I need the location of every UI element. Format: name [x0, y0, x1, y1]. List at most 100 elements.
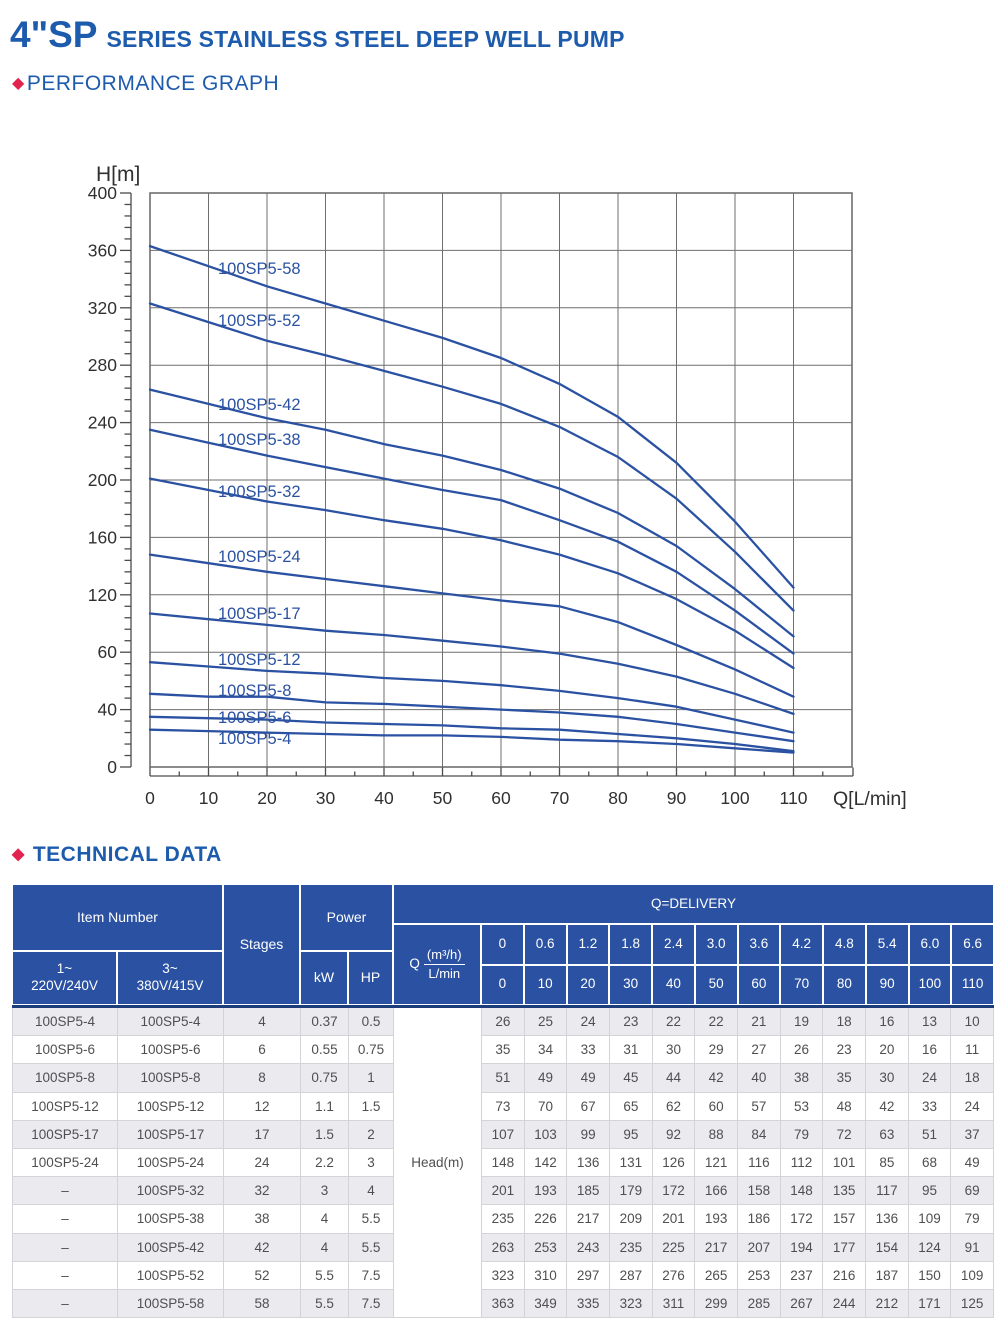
cell-head-value: 124 [908, 1233, 952, 1262]
cell-head-value: 186 [738, 1205, 781, 1234]
cell-stages: 32 [224, 1177, 301, 1206]
cell-head-value: 158 [738, 1177, 781, 1206]
pump-curve-100SP5-58 [148, 244, 795, 589]
cell-hp: 4 [349, 1177, 394, 1206]
curve-label-100SP5-32: 100SP5-32 [218, 483, 301, 501]
cell-head-value: 101 [823, 1148, 866, 1178]
curve-label-100SP5-24: 100SP5-24 [218, 548, 301, 566]
pump-curve-100SP5-4 [148, 728, 795, 754]
header-m3h-value: 1.2 [566, 924, 610, 965]
cell-head-value: 109 [951, 1261, 994, 1290]
cell-head-value: 84 [738, 1120, 781, 1149]
cell-head-value: 65 [610, 1092, 653, 1121]
header-m3h-value: 1.8 [609, 924, 652, 965]
cell-head-value: 136 [567, 1148, 610, 1178]
cell-head-value: 60 [695, 1092, 738, 1121]
header-stages: Stages [223, 884, 300, 1005]
cell-kw: 4 [301, 1205, 349, 1234]
cell-head-value: 157 [823, 1205, 866, 1234]
cell-head-value: 40 [738, 1064, 781, 1093]
cell-head-value: 63 [866, 1120, 909, 1149]
cell-head-value: 112 [780, 1148, 824, 1178]
header-m3h-value: 4.2 [780, 924, 823, 965]
cell-head-value: 11 [951, 1036, 994, 1065]
curve-label-100SP5-6: 100SP5-6 [218, 709, 291, 727]
x-tick-label: 80 [608, 788, 628, 808]
cell-head-value: 265 [695, 1261, 738, 1290]
cell-hp: 7.5 [349, 1261, 394, 1290]
cell-head-value: 22 [695, 1008, 738, 1037]
x-tick-label: 40 [374, 788, 394, 808]
cell-head-value: 148 [482, 1148, 525, 1178]
cell-head-value: 297 [567, 1261, 610, 1290]
cell-head-value: 201 [482, 1177, 525, 1206]
y-axis-title: H[m] [96, 163, 140, 186]
x-tick-label: 0 [145, 788, 155, 808]
cell-head-value: 185 [567, 1177, 610, 1206]
cell-head-value: 209 [610, 1205, 653, 1234]
technical-data-heading: ◆ TECHNICAL DATA [12, 843, 222, 867]
pump-curve-100SP5-8 [148, 692, 795, 743]
cell-item-1ph: 100SP5-12 [13, 1092, 118, 1121]
cell-head-value: 201 [652, 1205, 696, 1234]
cell-head-value: 19 [780, 1008, 824, 1037]
header-lmin-value: 100 [908, 964, 952, 1005]
curve-label-100SP5-38: 100SP5-38 [218, 431, 301, 449]
curve-label-100SP5-8: 100SP5-8 [218, 682, 291, 700]
cell-kw: 0.55 [301, 1036, 349, 1065]
cell-head-value: 18 [951, 1064, 994, 1093]
cell-head-value: 34 [524, 1036, 568, 1065]
cell-head-value: 25 [524, 1008, 568, 1037]
header-m3h-value: 5.4 [865, 924, 909, 965]
cell-head-value: 216 [823, 1261, 866, 1290]
header-lmin-value: 40 [652, 964, 695, 1005]
cell-hp: 3 [349, 1148, 394, 1178]
cell-head-value: 69 [951, 1177, 994, 1206]
pump-curve-100SP5-32 [148, 477, 795, 670]
cell-head-value: 150 [908, 1261, 952, 1290]
cell-head-value: 24 [951, 1092, 994, 1121]
header-m3h-values-row: 0 0.6 1.2 1.8 2.4 3.0 3.6 4.2 4.8 5.4 6.0 6.6 [481, 924, 994, 965]
cell-item-1ph: 100SP5-8 [13, 1064, 118, 1093]
cell-head-value: 117 [866, 1177, 909, 1206]
cell-head-value: 67 [567, 1092, 610, 1121]
cell-stages: 4 [224, 1008, 301, 1037]
cell-head-value: 179 [610, 1177, 653, 1206]
cell-kw: 3 [301, 1177, 349, 1206]
cell-head-value: 42 [866, 1092, 909, 1121]
cell-head-value: 23 [610, 1008, 653, 1037]
cell-head-value: 53 [780, 1092, 824, 1121]
header-m3h-value: 0 [481, 924, 524, 965]
performance-graph-label: PERFORMANCE GRAPH [26, 72, 280, 95]
cell-hp: 5.5 [349, 1233, 394, 1262]
cell-head-value: 49 [524, 1064, 568, 1093]
header-lmin-value: 10 [523, 964, 567, 1005]
cell-head-value: 24 [908, 1064, 952, 1093]
cell-head-value: 42 [695, 1064, 738, 1093]
cell-item-1ph: 100SP5-17 [13, 1120, 118, 1149]
cell-head-value: 51 [908, 1120, 952, 1149]
cell-head-value: 70 [524, 1092, 568, 1121]
x-axis-title: Q[L/min] [833, 788, 907, 810]
technical-data-table: Item Number 1~ 220V/240V 3~ 380V/415V Stag… [12, 884, 994, 1319]
table-header: Item Number 1~ 220V/240V 3~ 380V/415V Stag… [12, 884, 994, 1008]
pump-curve-100SP5-12 [148, 661, 795, 734]
cell-head-value: 26 [780, 1036, 824, 1065]
cell-item-3ph: 100SP5-38 [118, 1205, 224, 1234]
grid-lines [149, 192, 853, 768]
y-tick-label: 120 [88, 585, 117, 605]
y-tick-label: 40 [98, 700, 118, 720]
cell-head-value: 285 [738, 1289, 781, 1319]
cell-stages: 58 [224, 1289, 301, 1319]
q-letter: Q [409, 956, 420, 972]
header-3ph: 3~ 380V/415V [117, 951, 223, 1005]
x-tick-label: 100 [720, 788, 749, 808]
cell-head-value: 109 [908, 1205, 952, 1234]
cell-head-value: 244 [823, 1289, 866, 1319]
cell-head-value: 57 [738, 1092, 781, 1121]
page-title: 4"SP SERIES STAINLESS STEEL DEEP WELL PU… [10, 14, 625, 56]
diamond-icon: ◆ [12, 75, 25, 92]
cell-head-value: 225 [652, 1233, 696, 1262]
series-subtitle: SERIES STAINLESS STEEL DEEP WELL PUMP [106, 26, 625, 52]
cell-kw: 5.5 [301, 1261, 349, 1290]
